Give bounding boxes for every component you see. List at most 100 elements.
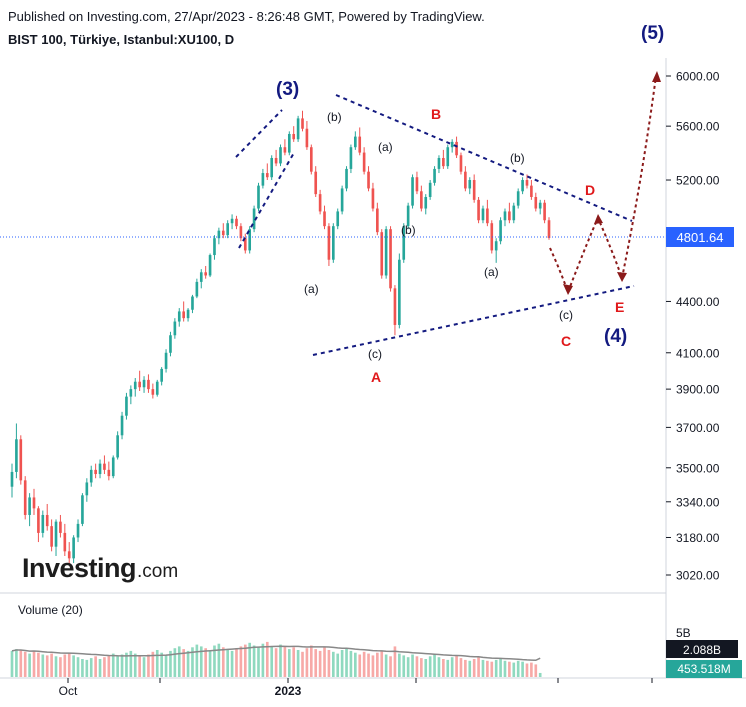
candle — [394, 285, 397, 335]
candle-body — [288, 134, 291, 153]
candle-body — [526, 180, 529, 186]
subwave-label-a2: (a) — [378, 140, 393, 154]
candle-body — [275, 158, 278, 163]
wave-trendlines — [236, 95, 634, 355]
candle-body — [534, 197, 537, 209]
triangle-upper-trendline — [336, 95, 632, 221]
candle — [191, 295, 194, 313]
volume-bar — [336, 654, 339, 677]
candle-body — [116, 435, 119, 457]
candle — [121, 412, 124, 439]
candle-body — [112, 457, 115, 476]
candle-body — [486, 209, 489, 224]
candle — [257, 183, 260, 212]
volume-bar — [301, 652, 304, 677]
volume-bar — [279, 645, 282, 677]
y-tick-label: 6000.00 — [676, 70, 720, 84]
candle — [165, 349, 168, 372]
candle-body — [438, 158, 441, 169]
y-tick-label: 3500.00 — [676, 461, 720, 475]
candle — [438, 155, 441, 173]
volume-bar — [372, 655, 375, 677]
candle — [517, 188, 520, 208]
y-tick-label: 3180.00 — [676, 531, 720, 545]
y-tick-label: 5200.00 — [676, 174, 720, 188]
candle — [310, 145, 313, 175]
candle-body — [367, 172, 370, 189]
wave-label-4: (4) — [604, 326, 627, 347]
volume-bar — [112, 654, 115, 677]
volume-bar — [319, 651, 322, 677]
volume-bar — [226, 649, 229, 677]
candles-group — [11, 111, 551, 566]
candle — [156, 380, 159, 397]
candle — [235, 216, 238, 229]
candle-body — [548, 220, 551, 238]
volume-bar — [477, 657, 480, 677]
arrowhead-d — [594, 214, 603, 224]
volume-bar — [460, 658, 463, 677]
candle-body — [196, 282, 199, 297]
candle — [169, 332, 172, 357]
candle-body — [108, 470, 111, 476]
candle-body — [37, 508, 40, 533]
y-tick-label: 4400.00 — [676, 295, 720, 309]
candle — [385, 226, 388, 278]
candle — [160, 367, 163, 385]
volume-bar — [209, 650, 212, 677]
candle-body — [55, 522, 58, 547]
x-tick-label: 2023 — [275, 684, 302, 698]
candle — [116, 431, 119, 459]
volume-bar — [402, 655, 405, 677]
volume-bar — [438, 657, 441, 677]
y-tick-label: 3020.00 — [676, 569, 720, 583]
candle-body — [455, 142, 458, 155]
y-tick-label: 4100.00 — [676, 346, 720, 360]
candle-body — [398, 260, 401, 325]
candle-body — [143, 380, 146, 387]
candle-body — [394, 288, 397, 325]
candle-body — [336, 211, 339, 226]
y-tick-label: 5600.00 — [676, 120, 720, 134]
candle-body — [345, 169, 348, 189]
candle — [248, 226, 251, 253]
subwave-label-c2: (c) — [559, 308, 573, 322]
volume-bar — [468, 661, 471, 677]
volume-bar — [310, 646, 313, 678]
candle-body — [156, 382, 159, 395]
subwave-label-c1: (c) — [368, 347, 382, 361]
candle-body — [231, 219, 234, 223]
volume-bar — [350, 651, 353, 677]
volume-bar — [138, 655, 141, 677]
volume-bar — [354, 653, 357, 677]
candle — [534, 193, 537, 212]
candle-body — [433, 169, 436, 183]
candle-body — [350, 147, 353, 169]
candle-body — [539, 203, 542, 209]
candle-body — [138, 382, 141, 388]
wave-label-5: (5) — [641, 23, 664, 44]
volume-bar — [19, 650, 22, 677]
volume-bar — [165, 655, 168, 678]
candle-body — [310, 147, 313, 171]
candle — [143, 376, 146, 393]
candle — [222, 223, 225, 238]
candle-body — [50, 526, 53, 547]
candle-body — [328, 226, 331, 260]
volume-axis-label: 5B — [676, 626, 691, 640]
candle-body — [389, 229, 392, 288]
volume-bar — [486, 661, 489, 677]
candle — [55, 519, 58, 556]
candle — [46, 504, 49, 531]
candle-body — [222, 231, 225, 236]
candle — [182, 301, 185, 321]
candle — [345, 166, 348, 191]
candle — [59, 515, 62, 538]
volume-bar — [508, 662, 511, 677]
candle — [134, 378, 137, 397]
x-axis-ticks: Oct 2023 — [59, 678, 652, 698]
volume-bar — [376, 653, 379, 677]
volume-bar — [499, 658, 502, 677]
candle — [424, 194, 427, 214]
